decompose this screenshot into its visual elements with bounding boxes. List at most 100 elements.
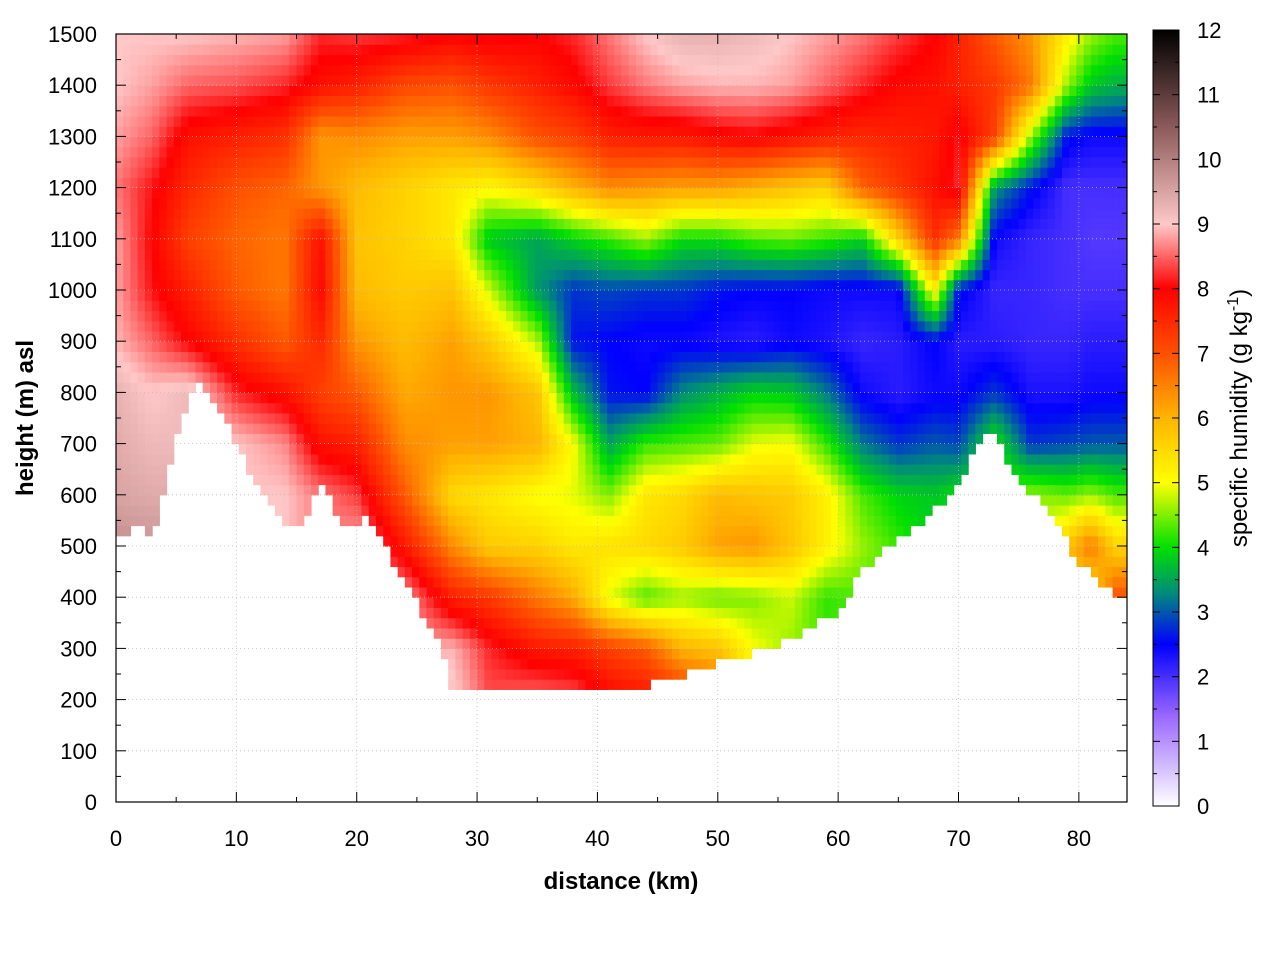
- heatmap-cell: [592, 208, 601, 219]
- heatmap-cell: [599, 607, 608, 619]
- heatmap-cell: [209, 74, 218, 86]
- heatmap-cell: [607, 208, 615, 219]
- heatmap-cell: [672, 249, 680, 260]
- heatmap-cell: [592, 556, 601, 568]
- heatmap-cell: [202, 44, 211, 56]
- heatmap-cell: [758, 576, 767, 588]
- heatmap-cell: [440, 218, 449, 230]
- heatmap-cell: [556, 351, 565, 363]
- heatmap-cell: [527, 484, 536, 496]
- heatmap-cell: [498, 177, 507, 189]
- heatmap-cell: [585, 187, 594, 199]
- heatmap-cell: [296, 249, 305, 260]
- heatmap-cell: [116, 341, 124, 353]
- heatmap-cell: [599, 586, 608, 598]
- heatmap-cell: [455, 105, 464, 117]
- heatmap-cell: [347, 187, 355, 199]
- heatmap-cell: [686, 228, 695, 240]
- heatmap-cell: [722, 474, 731, 486]
- heatmap-cell: [318, 412, 327, 424]
- heatmap-cell: [159, 290, 168, 301]
- heatmap-cell: [635, 679, 644, 690]
- heatmap-cell: [173, 412, 182, 424]
- heatmap-cell: [722, 586, 731, 598]
- heatmap-cell: [282, 126, 290, 137]
- heatmap-cell: [664, 54, 673, 66]
- heatmap-cell: [643, 136, 651, 148]
- heatmap-cell: [267, 167, 276, 178]
- heatmap-cell: [224, 177, 233, 189]
- heatmap-cell: [505, 515, 514, 527]
- heatmap-cell: [679, 392, 688, 404]
- heatmap-cell: [520, 228, 529, 240]
- heatmap-cell: [354, 361, 363, 373]
- heatmap-cell: [325, 259, 334, 271]
- heatmap-cell: [737, 249, 745, 260]
- heatmap-cell: [224, 392, 233, 404]
- heatmap-cell: [599, 515, 608, 527]
- heatmap-cell: [361, 484, 370, 496]
- heatmap-cell: [765, 474, 774, 486]
- heatmap-cell: [347, 85, 355, 97]
- heatmap-cell: [657, 64, 666, 76]
- heatmap-cell: [274, 208, 283, 219]
- heatmap-cell: [123, 310, 132, 322]
- heatmap-cell: [563, 607, 572, 619]
- heatmap-cell: [534, 228, 543, 240]
- heatmap-cell: [765, 597, 774, 609]
- heatmap-cell: [209, 95, 218, 107]
- heatmap-cell: [477, 638, 485, 649]
- heatmap-cell: [397, 402, 406, 414]
- heatmap-cell: [462, 402, 471, 414]
- heatmap-cell: [462, 95, 471, 107]
- heatmap-cell: [686, 392, 695, 404]
- heatmap-cell: [260, 361, 269, 373]
- heatmap-cell: [542, 382, 550, 393]
- heatmap-cell: [737, 279, 745, 291]
- heatmap-cell: [614, 330, 623, 342]
- heatmap-cell: [426, 423, 435, 434]
- heatmap-cell: [195, 208, 204, 219]
- heatmap-cell: [498, 64, 507, 76]
- heatmap-cell: [354, 474, 363, 486]
- heatmap-cell: [607, 146, 615, 158]
- heatmap-cell: [383, 290, 392, 301]
- heatmap-cell: [527, 525, 536, 537]
- heatmap-cell: [339, 371, 348, 383]
- heatmap-cell: [679, 218, 688, 230]
- heatmap-cell: [455, 218, 464, 230]
- heatmap-cell: [542, 556, 550, 568]
- heatmap-cell: [426, 54, 435, 66]
- humidity-field: [116, 34, 1127, 690]
- heatmap-cell: [700, 105, 709, 117]
- heatmap-cell: [375, 44, 384, 56]
- heatmap-cell: [339, 443, 348, 455]
- heatmap-cell: [672, 484, 680, 496]
- heatmap-cell: [570, 269, 579, 281]
- heatmap-cell: [513, 177, 521, 189]
- heatmap-cell: [599, 361, 608, 373]
- heatmap-cell: [628, 371, 637, 383]
- heatmap-cell: [390, 341, 399, 353]
- heatmap-cell: [628, 167, 637, 178]
- heatmap-cell: [635, 576, 644, 588]
- heatmap-cell: [433, 525, 442, 537]
- heatmap-cell: [744, 505, 753, 516]
- heatmap-cell: [426, 85, 435, 97]
- heatmap-cell: [303, 218, 312, 230]
- heatmap-cell: [722, 402, 731, 414]
- heatmap-cell: [123, 126, 132, 137]
- heatmap-cell: [578, 607, 586, 619]
- heatmap-cell: [513, 269, 521, 281]
- heatmap-cell: [621, 249, 630, 260]
- heatmap-cell: [643, 474, 651, 486]
- heatmap-cell: [137, 392, 146, 404]
- heatmap-cell: [657, 525, 666, 537]
- heatmap-cell: [643, 85, 651, 97]
- heatmap-cell: [469, 658, 478, 670]
- heatmap-cell: [303, 279, 312, 291]
- heatmap-cell: [347, 310, 355, 322]
- heatmap-cell: [744, 361, 753, 373]
- heatmap-cell: [383, 382, 392, 393]
- heatmap-cell: [614, 218, 623, 230]
